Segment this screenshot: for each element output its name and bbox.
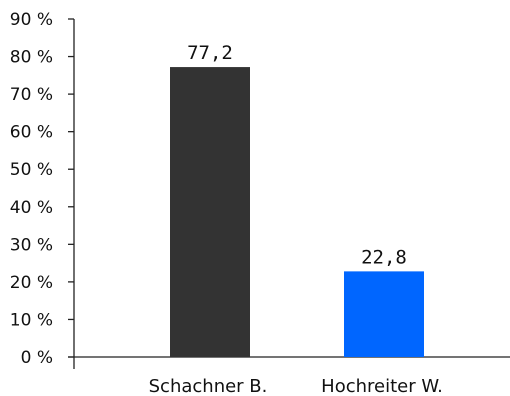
category-labels: Schachner B. Hochreiter W. — [149, 376, 443, 396]
y-tick-label: 40 % — [10, 198, 53, 218]
y-axis: 0 % 10 % 20 % 30 % 40 % 50 % 60 % 70 % 80 % 90 % — [10, 10, 75, 369]
y-tick-label: 0 % — [21, 348, 53, 368]
y-tick-label: 30 % — [10, 235, 53, 255]
bar-2 — [344, 271, 424, 357]
data-label: 22,8 — [361, 246, 407, 268]
bars — [170, 67, 424, 358]
data-label: 77,2 — [187, 42, 233, 64]
category-label: Hochreiter W. — [321, 376, 443, 396]
y-tick-label: 10 % — [10, 310, 53, 330]
y-tick-label: 70 % — [10, 85, 53, 105]
y-tick-label: 80 % — [10, 48, 53, 68]
y-tick-label: 90 % — [10, 10, 53, 30]
y-tick-label: 60 % — [10, 123, 53, 143]
data-labels: 77,2 22,8 — [187, 42, 407, 268]
bar-1 — [170, 67, 250, 358]
y-tick-label: 50 % — [10, 160, 53, 180]
category-label: Schachner B. — [149, 376, 268, 396]
y-tick-label: 20 % — [10, 273, 53, 293]
